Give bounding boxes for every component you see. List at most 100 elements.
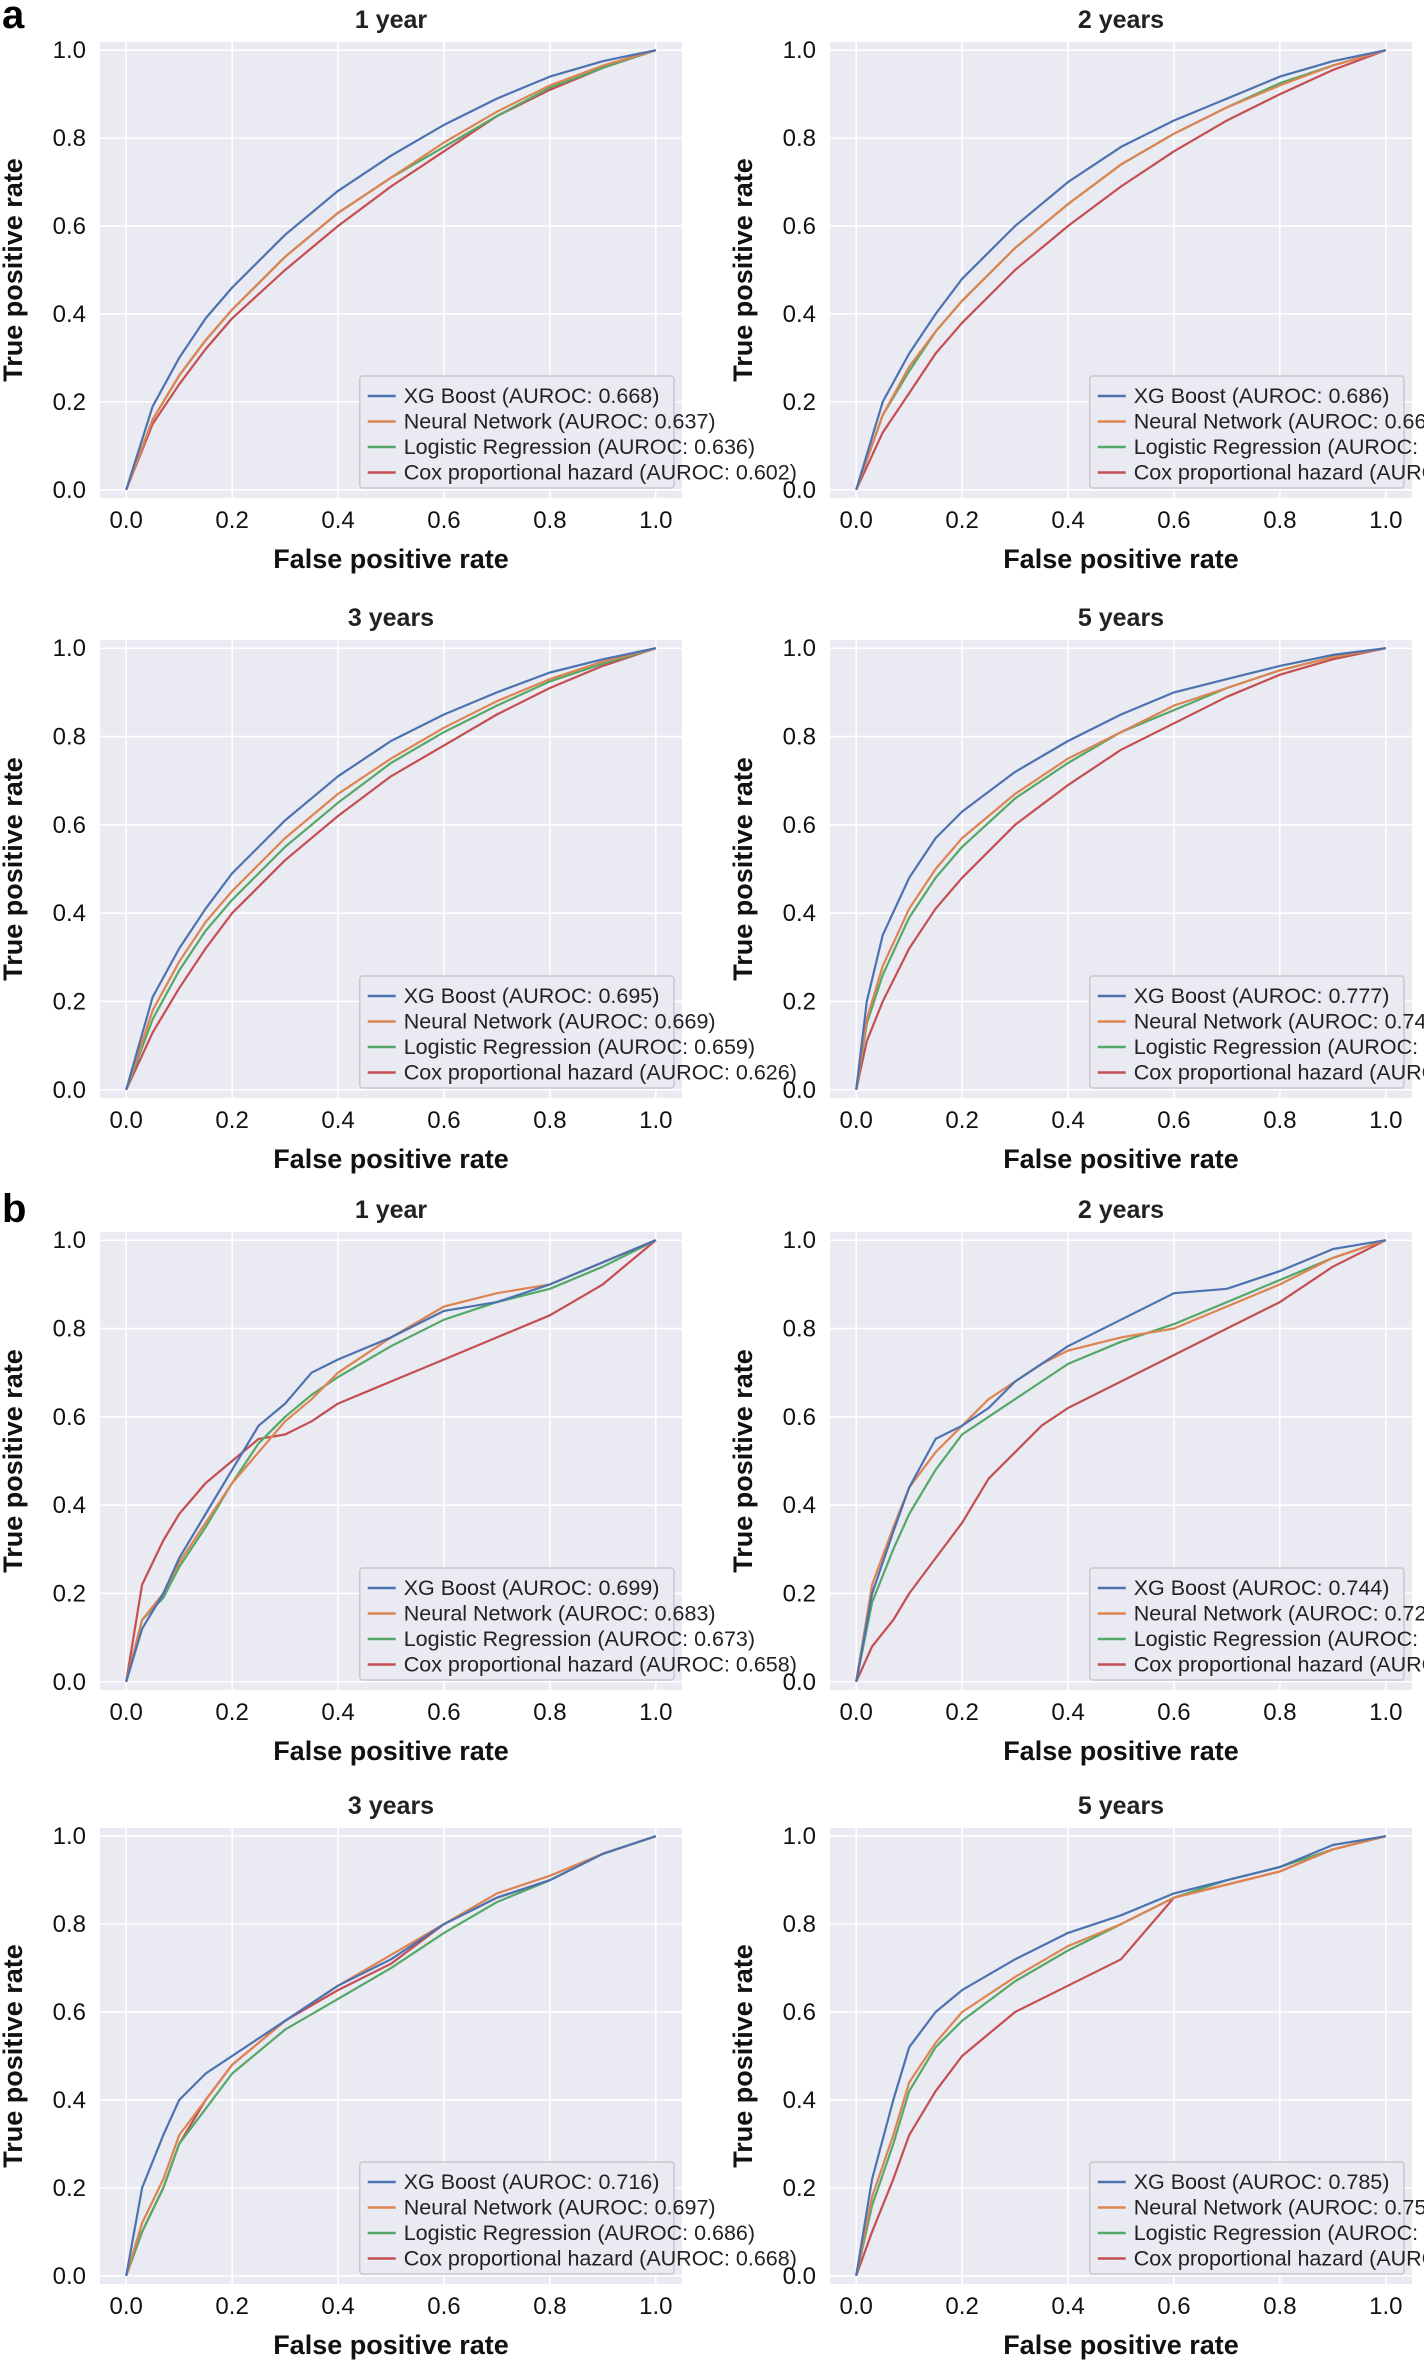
legend [358, 2161, 675, 2275]
roc-curve-neural-network [855, 647, 1386, 1090]
legend [1088, 1567, 1405, 1681]
y-tick-label: 0.2 [783, 1580, 816, 1607]
x-tick-label: 0.0 [840, 1107, 873, 1134]
roc-curve-neural-network [125, 647, 657, 1091]
y-tick-label: 0.0 [783, 1669, 816, 1696]
subplot-title: 2 years [1078, 6, 1164, 34]
y-axis-label: True positive rate [0, 757, 28, 981]
x-tick-label: 0.0 [110, 2293, 143, 2320]
x-tick-label: 0.4 [1051, 2293, 1084, 2320]
x-tick-label: 0.0 [840, 1699, 873, 1726]
x-tick-label: 0.2 [215, 1107, 248, 1134]
legend-entry: Logistic Regression (AUROC: 0.75) [1134, 2221, 1424, 2245]
y-tick-label: 0.4 [783, 1492, 816, 1519]
legend-entry: Neural Network (AUROC: 0.753) [1134, 2196, 1424, 2220]
x-tick-label: 0.4 [321, 507, 354, 534]
y-axis-label: True positive rate [0, 158, 28, 382]
y-tick-label: 0.2 [783, 988, 816, 1015]
y-tick-label: 1.0 [783, 1227, 816, 1254]
x-tick-label: 0.2 [215, 2293, 248, 2320]
roc-curve-neural-network [855, 49, 1387, 491]
x-tick-label: 0.8 [533, 2293, 566, 2320]
x-tick-label: 0.2 [945, 507, 978, 534]
roc-curve-xg-boost [855, 1239, 1386, 1682]
legend-entry: Logistic Regression (AUROC: 0.686) [404, 2221, 755, 2245]
y-tick-label: 0.4 [53, 2087, 86, 2114]
legend-entry: Cox proportional hazard (AUROC: 0.709) [1134, 2247, 1424, 2271]
legend-entry: Logistic Regression (AUROC: 0.673) [404, 1627, 755, 1651]
legend [358, 375, 675, 489]
y-tick-label: 0.4 [53, 1492, 86, 1519]
x-tick-label: 1.0 [1369, 2293, 1402, 2320]
y-tick-label: 0.6 [783, 213, 816, 240]
subplot-title: 2 years [1078, 1196, 1164, 1224]
y-tick-label: 0.6 [53, 1404, 86, 1431]
legend-entry: Neural Network (AUROC: 0.741) [1134, 1010, 1424, 1034]
y-tick-label: 0.0 [53, 1669, 86, 1696]
roc-curve-neural-network [855, 1835, 1387, 2277]
y-tick-label: 0.8 [53, 1316, 86, 1343]
x-tick-label: 0.4 [1051, 1699, 1084, 1726]
y-tick-label: 0.6 [783, 812, 816, 839]
legend-entry: Cox proportional hazard (AUROC: 0.685) [1134, 1061, 1424, 1085]
y-tick-label: 1.0 [783, 1823, 816, 1850]
y-tick-label: 0.0 [53, 477, 86, 504]
x-tick-label: 1.0 [1369, 507, 1402, 534]
x-tick-label: 1.0 [1369, 1699, 1402, 1726]
y-tick-label: 0.4 [783, 301, 816, 328]
x-tick-label: 0.6 [1157, 1107, 1190, 1134]
legend [1088, 2161, 1405, 2275]
roc-curve-xg-boost [125, 1835, 657, 2276]
legend-entry: Logistic Regression (AUROC: 0.659) [404, 1035, 755, 1059]
y-tick-label: 0.0 [783, 477, 816, 504]
x-tick-label: 0.0 [840, 2293, 873, 2320]
legend-entry: Cox proportional hazard (AUROC: 0.602) [404, 461, 797, 485]
legend-entry: XG Boost (AUROC: 0.695) [404, 984, 660, 1008]
subplot-title: 1 year [355, 6, 428, 34]
legend-entry: XG Boost (AUROC: 0.699) [404, 1576, 660, 1600]
legend-entry: Neural Network (AUROC: 0.637) [404, 410, 716, 434]
legend-entry: Logistic Regression (AUROC: 0.661) [1134, 435, 1424, 459]
y-axis-label: True positive rate [728, 158, 758, 382]
y-tick-label: 0.4 [783, 2087, 816, 2114]
subplot-title: 5 years [1078, 1792, 1164, 1820]
y-tick-label: 0.4 [53, 301, 86, 328]
x-tick-label: 0.4 [1051, 507, 1084, 534]
x-tick-label: 0.6 [427, 1107, 460, 1134]
x-tick-label: 0.6 [427, 507, 460, 534]
roc-curve-xg-boost [855, 49, 1387, 491]
x-tick-label: 0.6 [427, 1699, 460, 1726]
roc-curve-xg-boost [855, 647, 1386, 1090]
roc-curve-cox-proportional-hazard [125, 49, 657, 491]
roc-curve-xg-boost [855, 1835, 1386, 2276]
y-axis-label: True positive rate [728, 757, 758, 981]
x-tick-label: 0.6 [1157, 2293, 1190, 2320]
legend-entry: Cox proportional hazard (AUROC: 0.658) [404, 1653, 797, 1677]
legend-entry: XG Boost (AUROC: 0.744) [1134, 1576, 1390, 1600]
y-tick-label: 0.8 [783, 1911, 816, 1938]
y-tick-label: 0.2 [53, 988, 86, 1015]
roc-curve-cox-proportional-hazard [855, 1239, 1387, 1683]
y-tick-label: 1.0 [53, 1823, 86, 1850]
legend-entry: Logistic Regression (AUROC: 0.732) [1134, 1035, 1424, 1059]
x-axis-label: False positive rate [1003, 2330, 1239, 2360]
subplot-title: 5 years [1078, 604, 1164, 632]
x-axis-label: False positive rate [273, 1736, 509, 1766]
y-tick-label: 0.0 [783, 2263, 816, 2290]
y-tick-label: 0.2 [53, 389, 86, 416]
legend-entry: Cox proportional hazard (AUROC: 0.616) [1134, 1653, 1424, 1677]
x-tick-label: 0.0 [840, 507, 873, 534]
y-tick-label: 0.6 [53, 812, 86, 839]
x-axis-label: False positive rate [1003, 544, 1239, 574]
roc-curve-xg-boost [125, 49, 657, 491]
roc-curve-xg-boost [125, 1239, 657, 1683]
y-tick-label: 0.2 [53, 1580, 86, 1607]
x-tick-label: 0.2 [945, 1699, 978, 1726]
roc-curve-logistic-regression [125, 647, 657, 1091]
x-tick-label: 0.2 [215, 507, 248, 534]
y-tick-label: 0.8 [53, 125, 86, 152]
x-tick-label: 0.0 [110, 1699, 143, 1726]
roc-curve-cox-proportional-hazard [125, 647, 657, 1091]
y-tick-label: 0.8 [783, 1316, 816, 1343]
legend-entry: Neural Network (AUROC: 0.697) [404, 2196, 716, 2220]
